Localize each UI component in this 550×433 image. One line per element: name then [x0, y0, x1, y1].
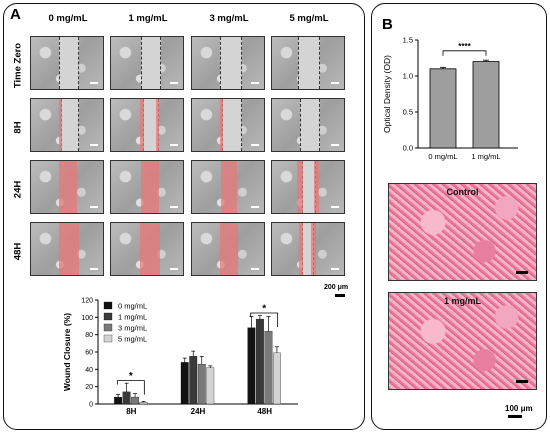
bar-3-mg-mL-24H [197, 363, 206, 405]
bar-5-mg-mL-8H [139, 402, 148, 405]
significance-bracket [442, 50, 487, 56]
legend-label: 5 mg/mL [118, 335, 147, 344]
significance-label: * [262, 304, 266, 315]
y-tick-label: 0 [89, 402, 93, 409]
histology-label-control: Control [446, 187, 479, 197]
legend-label: 3 mg/mL [118, 324, 147, 333]
col-header-0: 0 mg/mL [48, 13, 88, 24]
bar-3-mg-mL-48H [264, 331, 273, 405]
significance-bracket [250, 312, 279, 327]
micrograph-3mg-8h [191, 98, 265, 152]
y-axis-label: Wound Closure (%) [62, 313, 72, 391]
scale-bar-b [508, 415, 522, 418]
micrograph-0mg-8h [30, 98, 104, 152]
y-tick-label: 0.0 [403, 144, 413, 153]
row-label-48h: 48H [12, 242, 24, 261]
legend-swatch [103, 301, 113, 310]
legend-swatch [103, 312, 113, 321]
micrograph-0mg-48h [30, 222, 104, 276]
micrograph-3mg-time-zero [191, 36, 265, 90]
y-tick-label: 60 [85, 350, 93, 357]
micrograph-3mg-24h [191, 160, 265, 214]
legend-swatch [103, 323, 113, 332]
legend-swatch [103, 334, 113, 343]
x-tick-label: 8H [126, 407, 136, 416]
significance-bracket [116, 380, 145, 395]
y-tick-label: 40 [85, 367, 93, 374]
panel-b [371, 3, 547, 430]
bar-3-mg-mL-8H [131, 396, 139, 405]
micrograph-5mg-time-zero [271, 36, 345, 90]
histology-control: Control [388, 183, 537, 281]
histology-scale-bar-1mg [516, 380, 528, 383]
y-tick-label: 1.5 [403, 36, 413, 45]
bar-1-mg-mL [472, 61, 500, 149]
bar-5-mg-mL-24H [206, 367, 215, 405]
y-tick-label: 20 [85, 384, 93, 391]
panel-a-letter: A [10, 6, 21, 23]
row-label-8h: 8H [12, 121, 24, 134]
micrograph-1mg-24h [110, 160, 184, 214]
y-tick-label: 100 [81, 315, 93, 322]
y-axis-label: Optical Density (OD) [382, 55, 392, 133]
micrograph-5mg-48h [271, 222, 345, 276]
x-tick-label: 24H [191, 407, 206, 416]
histology-scale-bar-control [516, 271, 528, 274]
col-header-1: 1 mg/mL [128, 13, 168, 24]
row-label-time-zero: Time Zero [12, 42, 24, 89]
bar-0-mg-mL-24H [180, 362, 189, 405]
micrograph-1mg-time-zero [110, 36, 184, 90]
scale-bar-a [335, 294, 345, 297]
scale-label-b: 100 μm [505, 404, 533, 413]
bar-0-mg-mL-48H [247, 327, 256, 405]
histology-1mg: 1 mg/mL [388, 292, 537, 390]
bar-0-mg-mL [429, 68, 457, 149]
x-tick-label: 0 mg/mL [428, 152, 457, 161]
micrograph-5mg-8h [271, 98, 345, 152]
micrograph-1mg-8h [110, 98, 184, 152]
micrograph-1mg-48h [110, 222, 184, 276]
bar-1-mg-mL-48H [256, 318, 264, 405]
panel-b-letter: B [382, 16, 393, 33]
legend-label: 1 mg/mL [118, 313, 147, 322]
row-label-24h: 24H [12, 180, 24, 199]
scale-label-a: 200 μm [324, 284, 349, 291]
col-header-2: 3 mg/mL [209, 13, 249, 24]
micrograph-0mg-time-zero [30, 36, 104, 90]
significance-label: **** [458, 42, 471, 51]
micrograph-0mg-24h [30, 160, 104, 214]
bar-5-mg-mL-48H [273, 352, 281, 405]
x-tick-label: 48H [257, 407, 272, 416]
y-tick-label: 0.5 [403, 108, 413, 117]
y-tick-label: 120 [81, 298, 93, 305]
panel-a [3, 3, 365, 430]
bar-0-mg-mL-8H [114, 396, 122, 405]
bar-1-mg-mL-24H [189, 356, 198, 405]
col-header-3: 5 mg/mL [289, 13, 329, 24]
legend-label: 0 mg/mL [118, 302, 147, 311]
y-tick-label: 1.0 [403, 72, 413, 81]
x-tick-label: 1 mg/mL [471, 152, 500, 161]
optical-density-chart: 0.0 0.5 1.0 1.5 Optical Density (OD) 0 mg/mL 1… [382, 36, 518, 161]
y-tick-label: 80 [85, 332, 93, 339]
histology-label-1mg: 1 mg/mL [443, 296, 481, 306]
micrograph-3mg-48h [191, 222, 265, 276]
significance-label: * [129, 371, 133, 382]
bar-1-mg-mL-8H [122, 391, 131, 405]
wound-closure-chart: 0 20 40 60 80 100 120 Wound Closure (%) 8H 24H 48H… [62, 298, 298, 416]
micrograph-5mg-24h [271, 160, 345, 214]
